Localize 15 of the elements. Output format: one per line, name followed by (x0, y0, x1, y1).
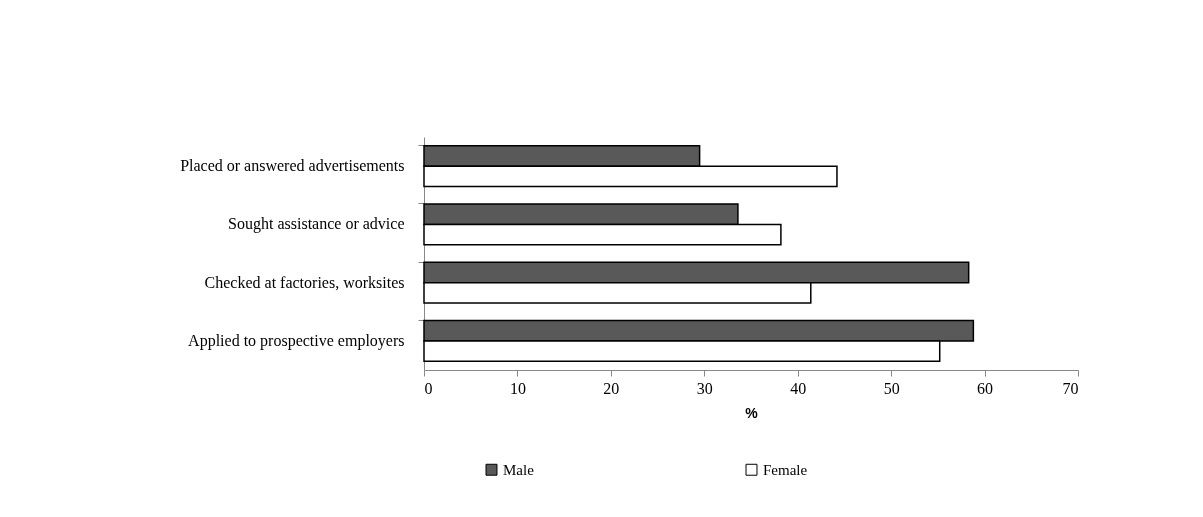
y-tick-label: Sought assistance or advice (228, 215, 405, 234)
y-tick-label: Placed or answered advertisements (180, 157, 405, 175)
y-tick-label: Applied to prospective employers (188, 331, 405, 350)
y-tick-label: Checked at factories, worksites (204, 273, 405, 291)
x-tick-label: 60 (977, 379, 994, 397)
x-tick-label: 50 (883, 379, 900, 397)
x-tick-label: 10 (509, 379, 526, 397)
x-tick-label: 20 (603, 379, 620, 397)
legend-label: Male (503, 461, 535, 478)
x-tick-label: 70 (1062, 379, 1079, 397)
x-tick-label: 0 (424, 379, 433, 397)
legend-label: Female (763, 461, 808, 478)
x-tick-label: 30 (696, 379, 713, 397)
x-tick-label: 40 (790, 379, 807, 397)
x-axis-title: % (745, 404, 759, 421)
